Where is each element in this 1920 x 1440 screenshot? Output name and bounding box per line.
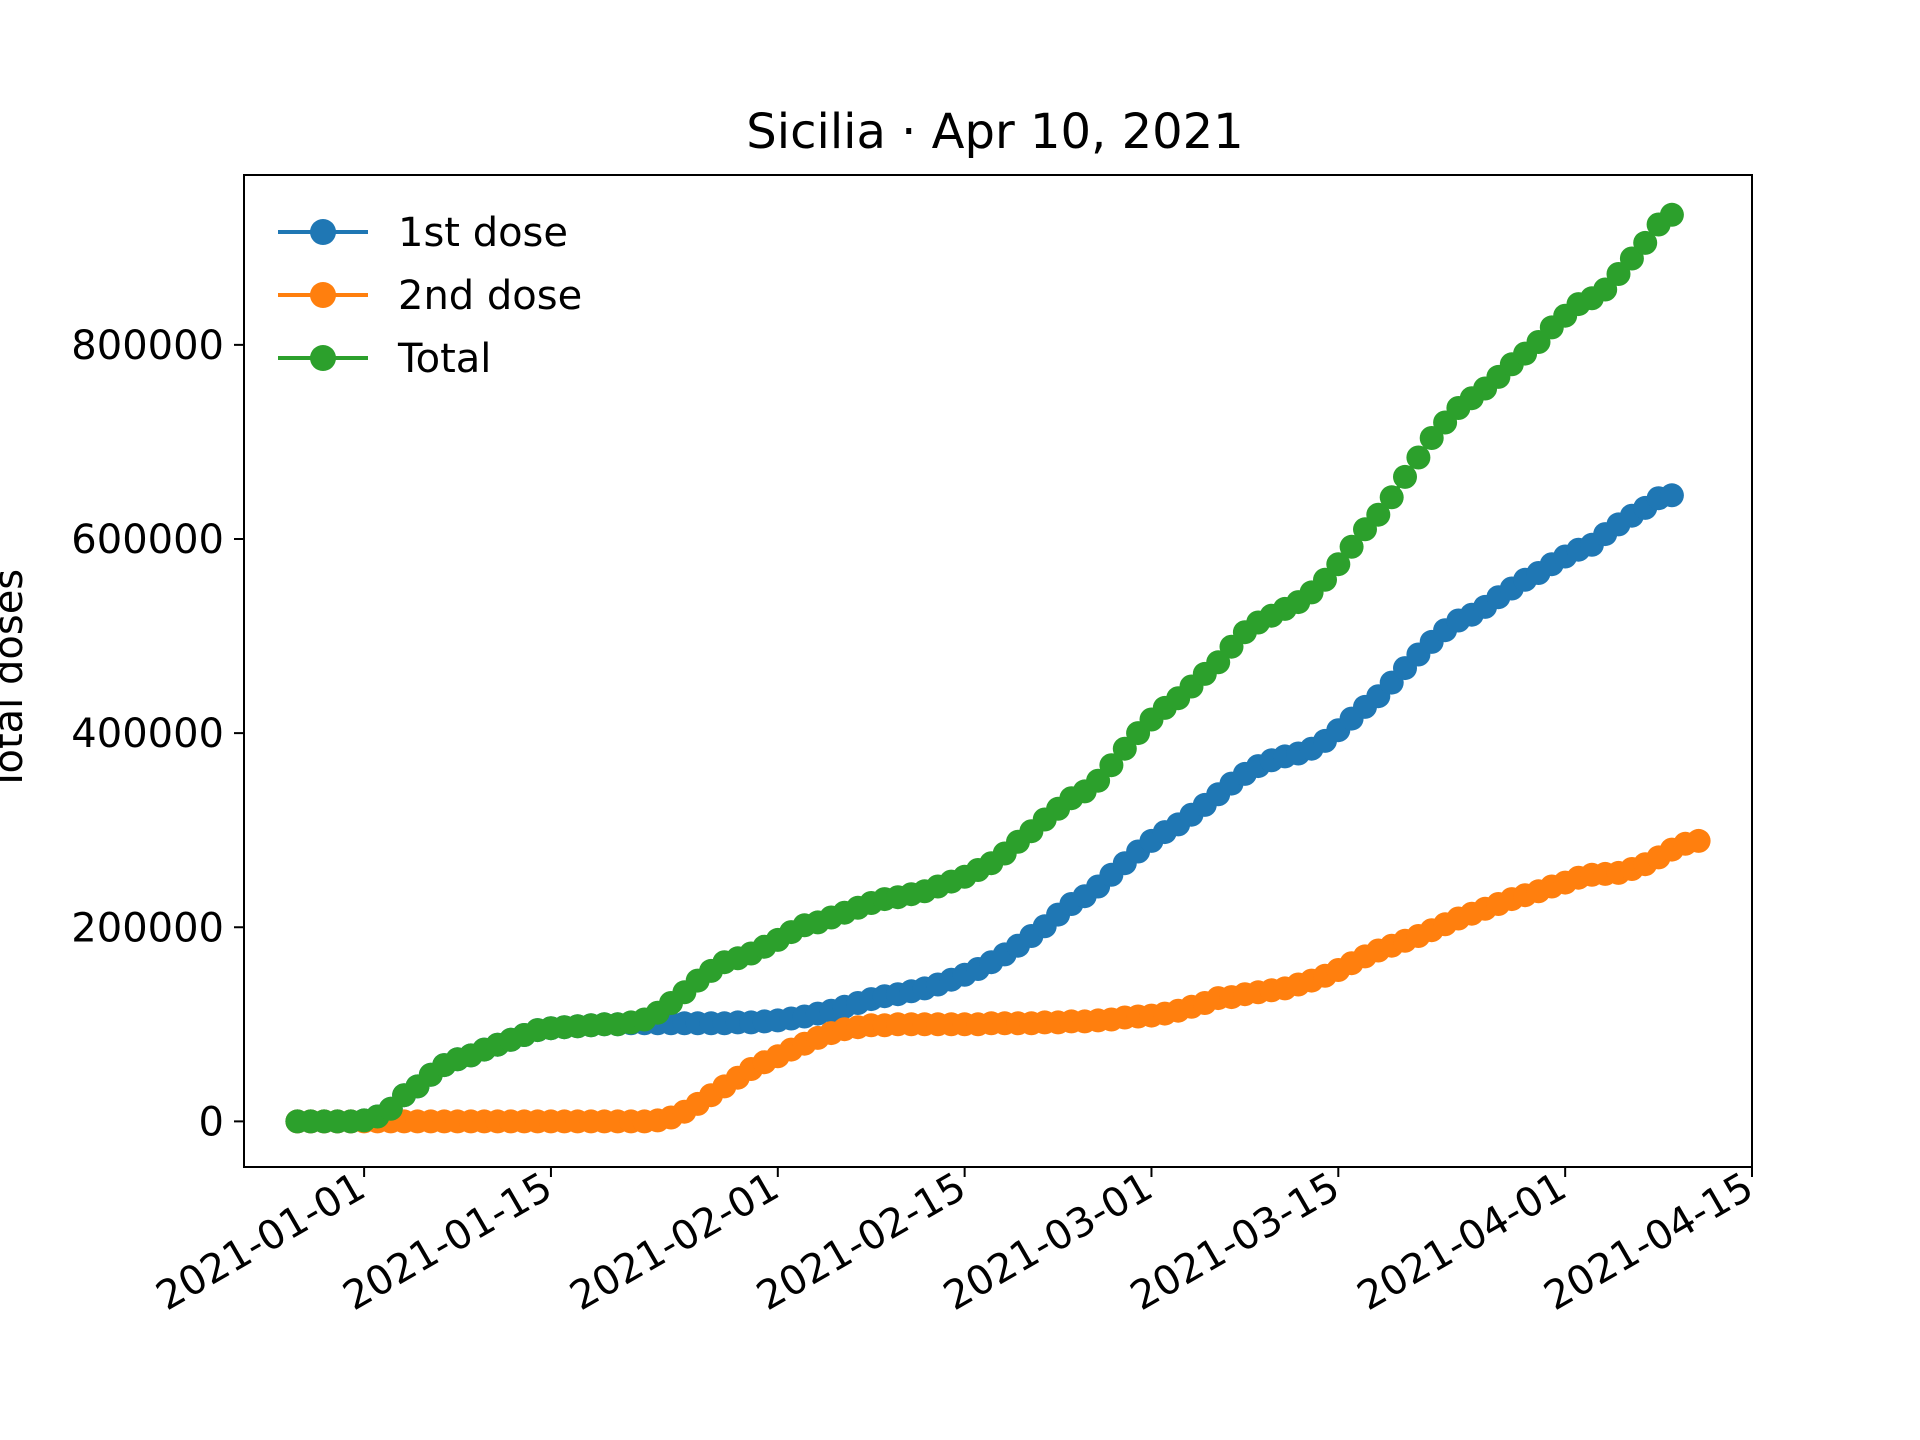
- chart-title: Sicilia · Apr 10, 2021: [746, 104, 1243, 160]
- data-point: [1419, 426, 1444, 450]
- data-point: [1366, 502, 1391, 527]
- data-point: [1326, 552, 1351, 577]
- legend: 1st dose 2nd dose Total: [278, 210, 582, 382]
- data-point: [1406, 445, 1431, 470]
- legend-label: Total: [397, 336, 491, 382]
- plot-frame: [243, 174, 1753, 1168]
- series-layer: [285, 202, 1711, 1134]
- data-point: [1099, 753, 1124, 778]
- legend-marker: [310, 282, 336, 308]
- data-point: [1339, 534, 1364, 559]
- legend-entry-2nd-dose: 2nd dose: [278, 273, 582, 319]
- data-point: [1206, 650, 1231, 675]
- legend-label: 2nd dose: [398, 273, 582, 319]
- legend-marker: [310, 345, 336, 371]
- series-total: [285, 202, 1684, 1134]
- data-point: [1606, 262, 1631, 286]
- data-point: [1393, 464, 1417, 489]
- data-point: [1686, 828, 1711, 853]
- y-tick-label: 200000: [71, 905, 224, 951]
- y-tick-label: 800000: [71, 323, 224, 369]
- legend-entry-total: Total: [278, 336, 491, 382]
- data-point: [1633, 230, 1658, 255]
- data-point: [1379, 485, 1404, 510]
- y-tick-label: 600000: [71, 517, 224, 563]
- data-point: [1659, 202, 1684, 227]
- legend-marker: [310, 219, 336, 245]
- legend-entry-1st-dose: 1st dose: [278, 210, 568, 256]
- data-point: [1313, 567, 1337, 592]
- data-point: [1619, 246, 1644, 271]
- series-2nd-dose: [285, 828, 1711, 1134]
- y-tick-label: 400000: [71, 711, 224, 757]
- y-axis-label: Total doses: [0, 569, 32, 792]
- legend-label: 1st dose: [398, 210, 568, 256]
- y-tick-label: 0: [199, 1099, 224, 1145]
- data-point: [1112, 736, 1137, 761]
- data-point: [1659, 483, 1684, 508]
